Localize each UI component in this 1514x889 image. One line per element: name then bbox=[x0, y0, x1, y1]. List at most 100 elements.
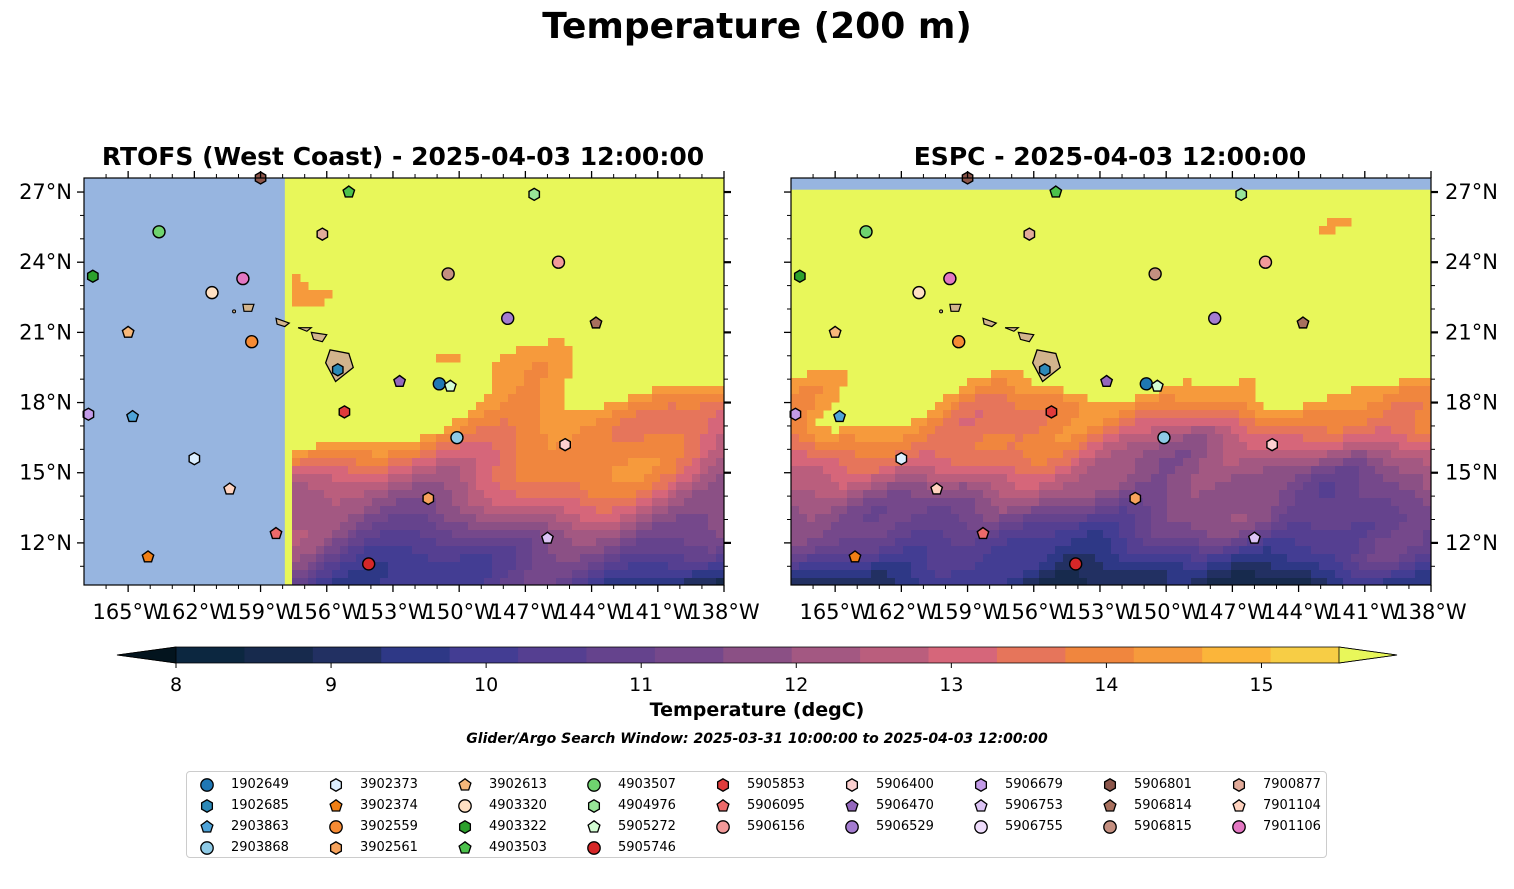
x-tick-label: 165°W bbox=[799, 600, 871, 624]
x-tick-label: 165°W bbox=[92, 600, 164, 624]
platform-marker-3902561 bbox=[1129, 491, 1142, 506]
legend-label: 4903507 bbox=[618, 777, 676, 792]
x-tick-label: 162°W bbox=[866, 600, 938, 624]
espc-temperature-field bbox=[791, 178, 1431, 585]
legend-marker-shape bbox=[974, 820, 988, 834]
platform-marker-1902649 bbox=[432, 377, 447, 391]
platform-marker-3902373 bbox=[188, 451, 201, 466]
search-window-text: Glider/Argo Search Window: 2025-03-31 10… bbox=[466, 731, 1048, 747]
colorbar-tick-label: 11 bbox=[629, 674, 653, 696]
legend-marker-icon bbox=[716, 820, 730, 834]
y-tick-label: 21°N bbox=[19, 320, 72, 344]
colorbar-segment bbox=[723, 647, 793, 663]
y-tick-label: 15°N bbox=[19, 461, 72, 485]
legend-label: 5906755 bbox=[1005, 819, 1063, 834]
axis-ticks: 165°W162°W159°W156°W153°W150°W147°W144°W… bbox=[19, 171, 760, 624]
colorbar-segment bbox=[449, 647, 519, 663]
colorbar-tick-label: 10 bbox=[474, 674, 498, 696]
legend-label: 3902613 bbox=[489, 777, 547, 792]
platform-marker-5906753 bbox=[1247, 531, 1261, 544]
colorbar-segment bbox=[1202, 647, 1272, 663]
legend-marker-icon bbox=[458, 840, 472, 854]
platform-marker-5906814 bbox=[1296, 316, 1310, 329]
platform-marker-5906815 bbox=[1148, 267, 1162, 281]
platform-marker-4904976 bbox=[528, 187, 541, 202]
platform-marker-5905853 bbox=[338, 405, 351, 419]
legend-marker-icon bbox=[458, 777, 472, 791]
platform-marker-5906679 bbox=[82, 407, 95, 422]
no-data-region bbox=[791, 178, 1431, 190]
rtofs-map: 165°W162°W159°W156°W153°W150°W147°W144°W… bbox=[19, 171, 760, 624]
x-tick-label: 156°W bbox=[998, 600, 1070, 624]
platform-marker-4903320 bbox=[205, 285, 219, 300]
legend-label: 5905853 bbox=[747, 777, 805, 792]
colorbar: 8 9 10 11 12 13 14 15 bbox=[116, 646, 1398, 696]
legend-marker-shape bbox=[458, 820, 472, 834]
legend-label: 2903868 bbox=[231, 840, 289, 855]
legend-marker-icon bbox=[200, 841, 214, 855]
legend-marker-shape bbox=[200, 841, 214, 855]
island-kauai bbox=[242, 303, 255, 312]
legend-marker-icon bbox=[458, 820, 472, 834]
legend-marker-icon bbox=[716, 778, 730, 792]
colorbar-label: Temperature (degC) bbox=[649, 699, 865, 721]
island-niihau bbox=[232, 309, 237, 314]
colorbar-extend-high bbox=[1338, 646, 1398, 664]
y-tick-label: 12°N bbox=[19, 531, 72, 555]
legend-marker-shape bbox=[329, 820, 343, 834]
legend-marker-icon bbox=[1103, 778, 1117, 792]
legend-label: 5906470 bbox=[876, 798, 934, 813]
y-tick-label: 21°N bbox=[1445, 320, 1498, 344]
legend-marker-icon bbox=[587, 799, 601, 813]
y-tick-label: 12°N bbox=[1445, 531, 1498, 555]
platform-marker-5905746 bbox=[361, 557, 376, 571]
colorbar-segment bbox=[1065, 647, 1135, 663]
legend-marker-shape bbox=[329, 778, 343, 792]
legend-marker-icon bbox=[1232, 778, 1246, 792]
legend-marker-shape bbox=[1232, 798, 1246, 812]
platform-marker-3902559 bbox=[952, 335, 966, 349]
legend-label: 4904976 bbox=[618, 798, 676, 813]
legend-marker-icon bbox=[1232, 820, 1246, 834]
colorbar-segment bbox=[860, 647, 930, 663]
legend-marker-shape bbox=[329, 841, 343, 855]
platform-marker-1902685 bbox=[1038, 362, 1051, 377]
platform-marker-7900877 bbox=[1023, 227, 1036, 241]
colorbar-tick-label: 12 bbox=[784, 674, 808, 696]
legend-marker-icon bbox=[200, 819, 214, 833]
legend-label: 7901104 bbox=[1263, 798, 1321, 813]
x-tick-label: 138°W bbox=[1395, 600, 1467, 624]
legend-label: 1902685 bbox=[231, 798, 289, 813]
x-tick-label: 147°W bbox=[490, 600, 562, 624]
legend-marker-icon bbox=[329, 798, 343, 812]
platform-marker-5906095 bbox=[269, 526, 283, 540]
legend-marker-icon bbox=[458, 799, 472, 813]
platform-marker-4903322 bbox=[86, 269, 99, 284]
legend-marker-shape bbox=[716, 820, 730, 834]
colorbar-segment bbox=[928, 647, 998, 663]
platform-marker-7901106 bbox=[943, 271, 957, 286]
legend-marker-icon bbox=[329, 820, 343, 834]
legend-marker-shape bbox=[845, 798, 859, 812]
legend-label: 4903322 bbox=[489, 819, 547, 834]
colorbar-extend-low bbox=[116, 646, 177, 664]
legend-marker-shape bbox=[1103, 820, 1117, 834]
figure-title: Temperature (200 m) bbox=[542, 6, 972, 47]
plot-frame bbox=[83, 177, 725, 586]
legend-marker-icon bbox=[845, 778, 859, 792]
colorbar-tick-label: 14 bbox=[1094, 674, 1118, 696]
platform-marker-5905272 bbox=[443, 379, 457, 392]
x-tick-label: 141°W bbox=[622, 600, 694, 624]
legend-label: 3902559 bbox=[360, 819, 418, 834]
legend-marker-shape bbox=[1232, 820, 1246, 834]
legend-label: 3902373 bbox=[360, 777, 418, 792]
platform-marker-7901104 bbox=[223, 482, 237, 495]
platform-marker-5906815 bbox=[441, 267, 455, 281]
legend-marker-icon bbox=[845, 798, 859, 812]
legend-label: 4903503 bbox=[489, 840, 547, 855]
island-kauai bbox=[949, 303, 962, 312]
legend-marker-icon bbox=[587, 778, 601, 792]
legend-marker-icon bbox=[716, 798, 730, 812]
legend-marker-shape bbox=[458, 840, 472, 854]
island-oahu bbox=[982, 317, 998, 328]
